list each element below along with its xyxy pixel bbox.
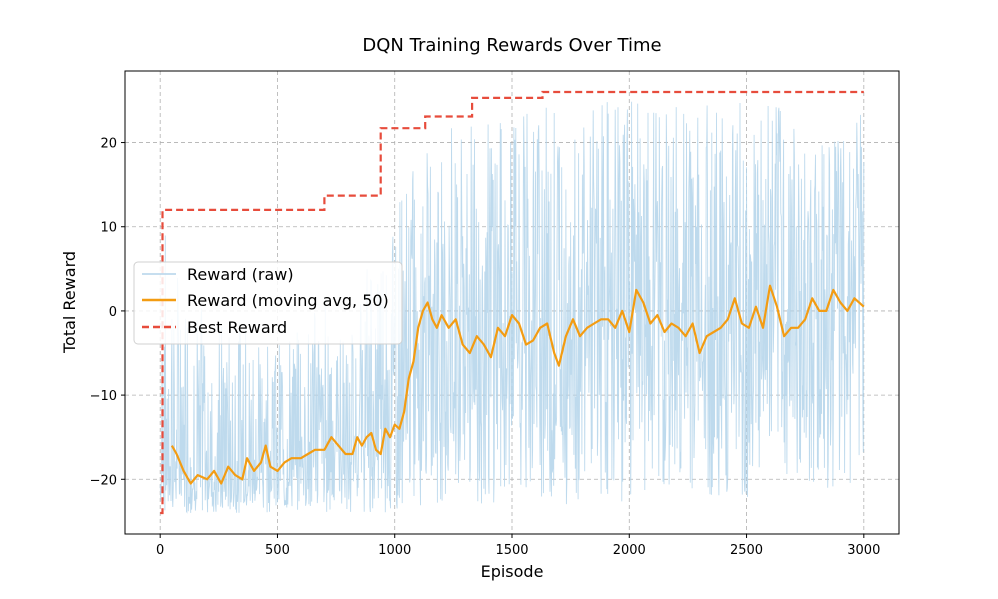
x-tick-label: 2000	[613, 543, 646, 558]
series-raw-reward	[159, 101, 865, 514]
x-tick-label: 500	[265, 543, 290, 558]
moving-avg-line	[170, 284, 865, 485]
y-tick-label: −10	[90, 389, 117, 404]
raw-reward-line	[159, 101, 865, 514]
x-axis: 0 500 1000 1500 2000 2500 3000	[156, 534, 880, 558]
series-moving-avg	[170, 284, 865, 485]
x-tick-label: 2500	[730, 543, 763, 558]
x-tick-label: 1000	[378, 543, 411, 558]
plot-area	[159, 90, 865, 515]
y-tick-label: 10	[100, 221, 117, 236]
legend: Reward (raw) Reward (moving avg, 50) Bes…	[133, 261, 403, 345]
legend-label-best: Best Reward	[187, 318, 287, 337]
series-best-reward	[160, 90, 864, 515]
x-tick-label: 0	[156, 543, 164, 558]
y-tick-label: −20	[90, 473, 117, 488]
chart-title: DQN Training Rewards Over Time	[362, 35, 661, 56]
y-tick-label: 0	[109, 305, 117, 320]
y-tick-label: 20	[100, 137, 117, 152]
x-tick-label: 3000	[847, 543, 880, 558]
x-axis-title: Episode	[481, 562, 544, 581]
legend-label-raw: Reward (raw)	[187, 265, 294, 284]
legend-box	[133, 261, 403, 345]
y-axis-title: Total Reward	[60, 251, 79, 354]
best-reward-line	[160, 90, 864, 515]
x-tick-label: 1500	[495, 543, 528, 558]
legend-label-avg: Reward (moving avg, 50)	[187, 291, 389, 310]
y-axis: −20 −10 0 10 20	[90, 137, 125, 488]
